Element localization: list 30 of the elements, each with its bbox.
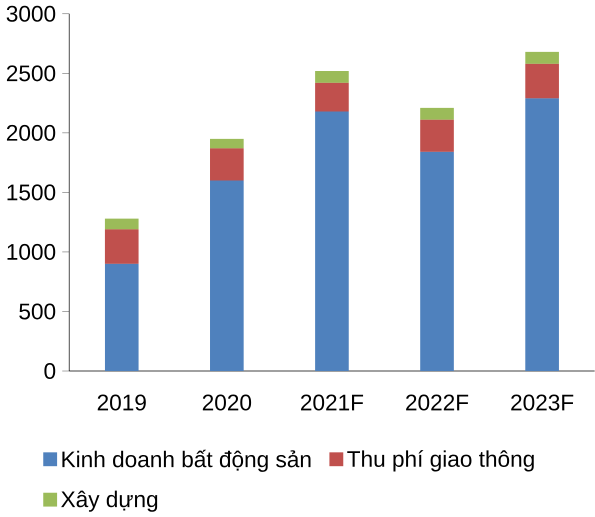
y-tick-label: 1000 <box>8 244 56 260</box>
bar <box>525 64 559 99</box>
x-tick-label: 2020 <box>202 394 252 411</box>
legend-label: Thu phí giao thông <box>347 450 534 472</box>
y-tick-label: 3000 <box>6 6 56 22</box>
x-tick-label: 2022F <box>406 394 468 411</box>
bar <box>315 83 349 112</box>
bar <box>210 180 244 372</box>
bar <box>525 98 559 372</box>
x-tick-label: 2023F <box>511 394 574 411</box>
legend-label: Xây dựng <box>61 490 158 512</box>
bar <box>104 218 139 230</box>
x-tick-label: 2019 <box>98 394 146 411</box>
bar <box>210 148 244 181</box>
bar <box>104 229 139 264</box>
y-tick-label: 0 <box>44 363 56 380</box>
bar <box>315 71 349 84</box>
x-tick-label: 2021F <box>301 394 364 411</box>
y-tick-label: 2000 <box>6 125 56 142</box>
bar <box>420 108 454 120</box>
bar <box>525 52 559 64</box>
bar <box>315 112 349 372</box>
bar <box>210 139 244 149</box>
bar <box>420 120 454 152</box>
y-tick-label: 1500 <box>8 184 56 201</box>
bar <box>104 264 139 372</box>
y-tick-label: 2500 <box>6 66 56 82</box>
bar <box>420 152 454 372</box>
y-tick-label: 500 <box>19 304 56 320</box>
legend-label: Kinh doanh bất động sản <box>62 450 310 472</box>
